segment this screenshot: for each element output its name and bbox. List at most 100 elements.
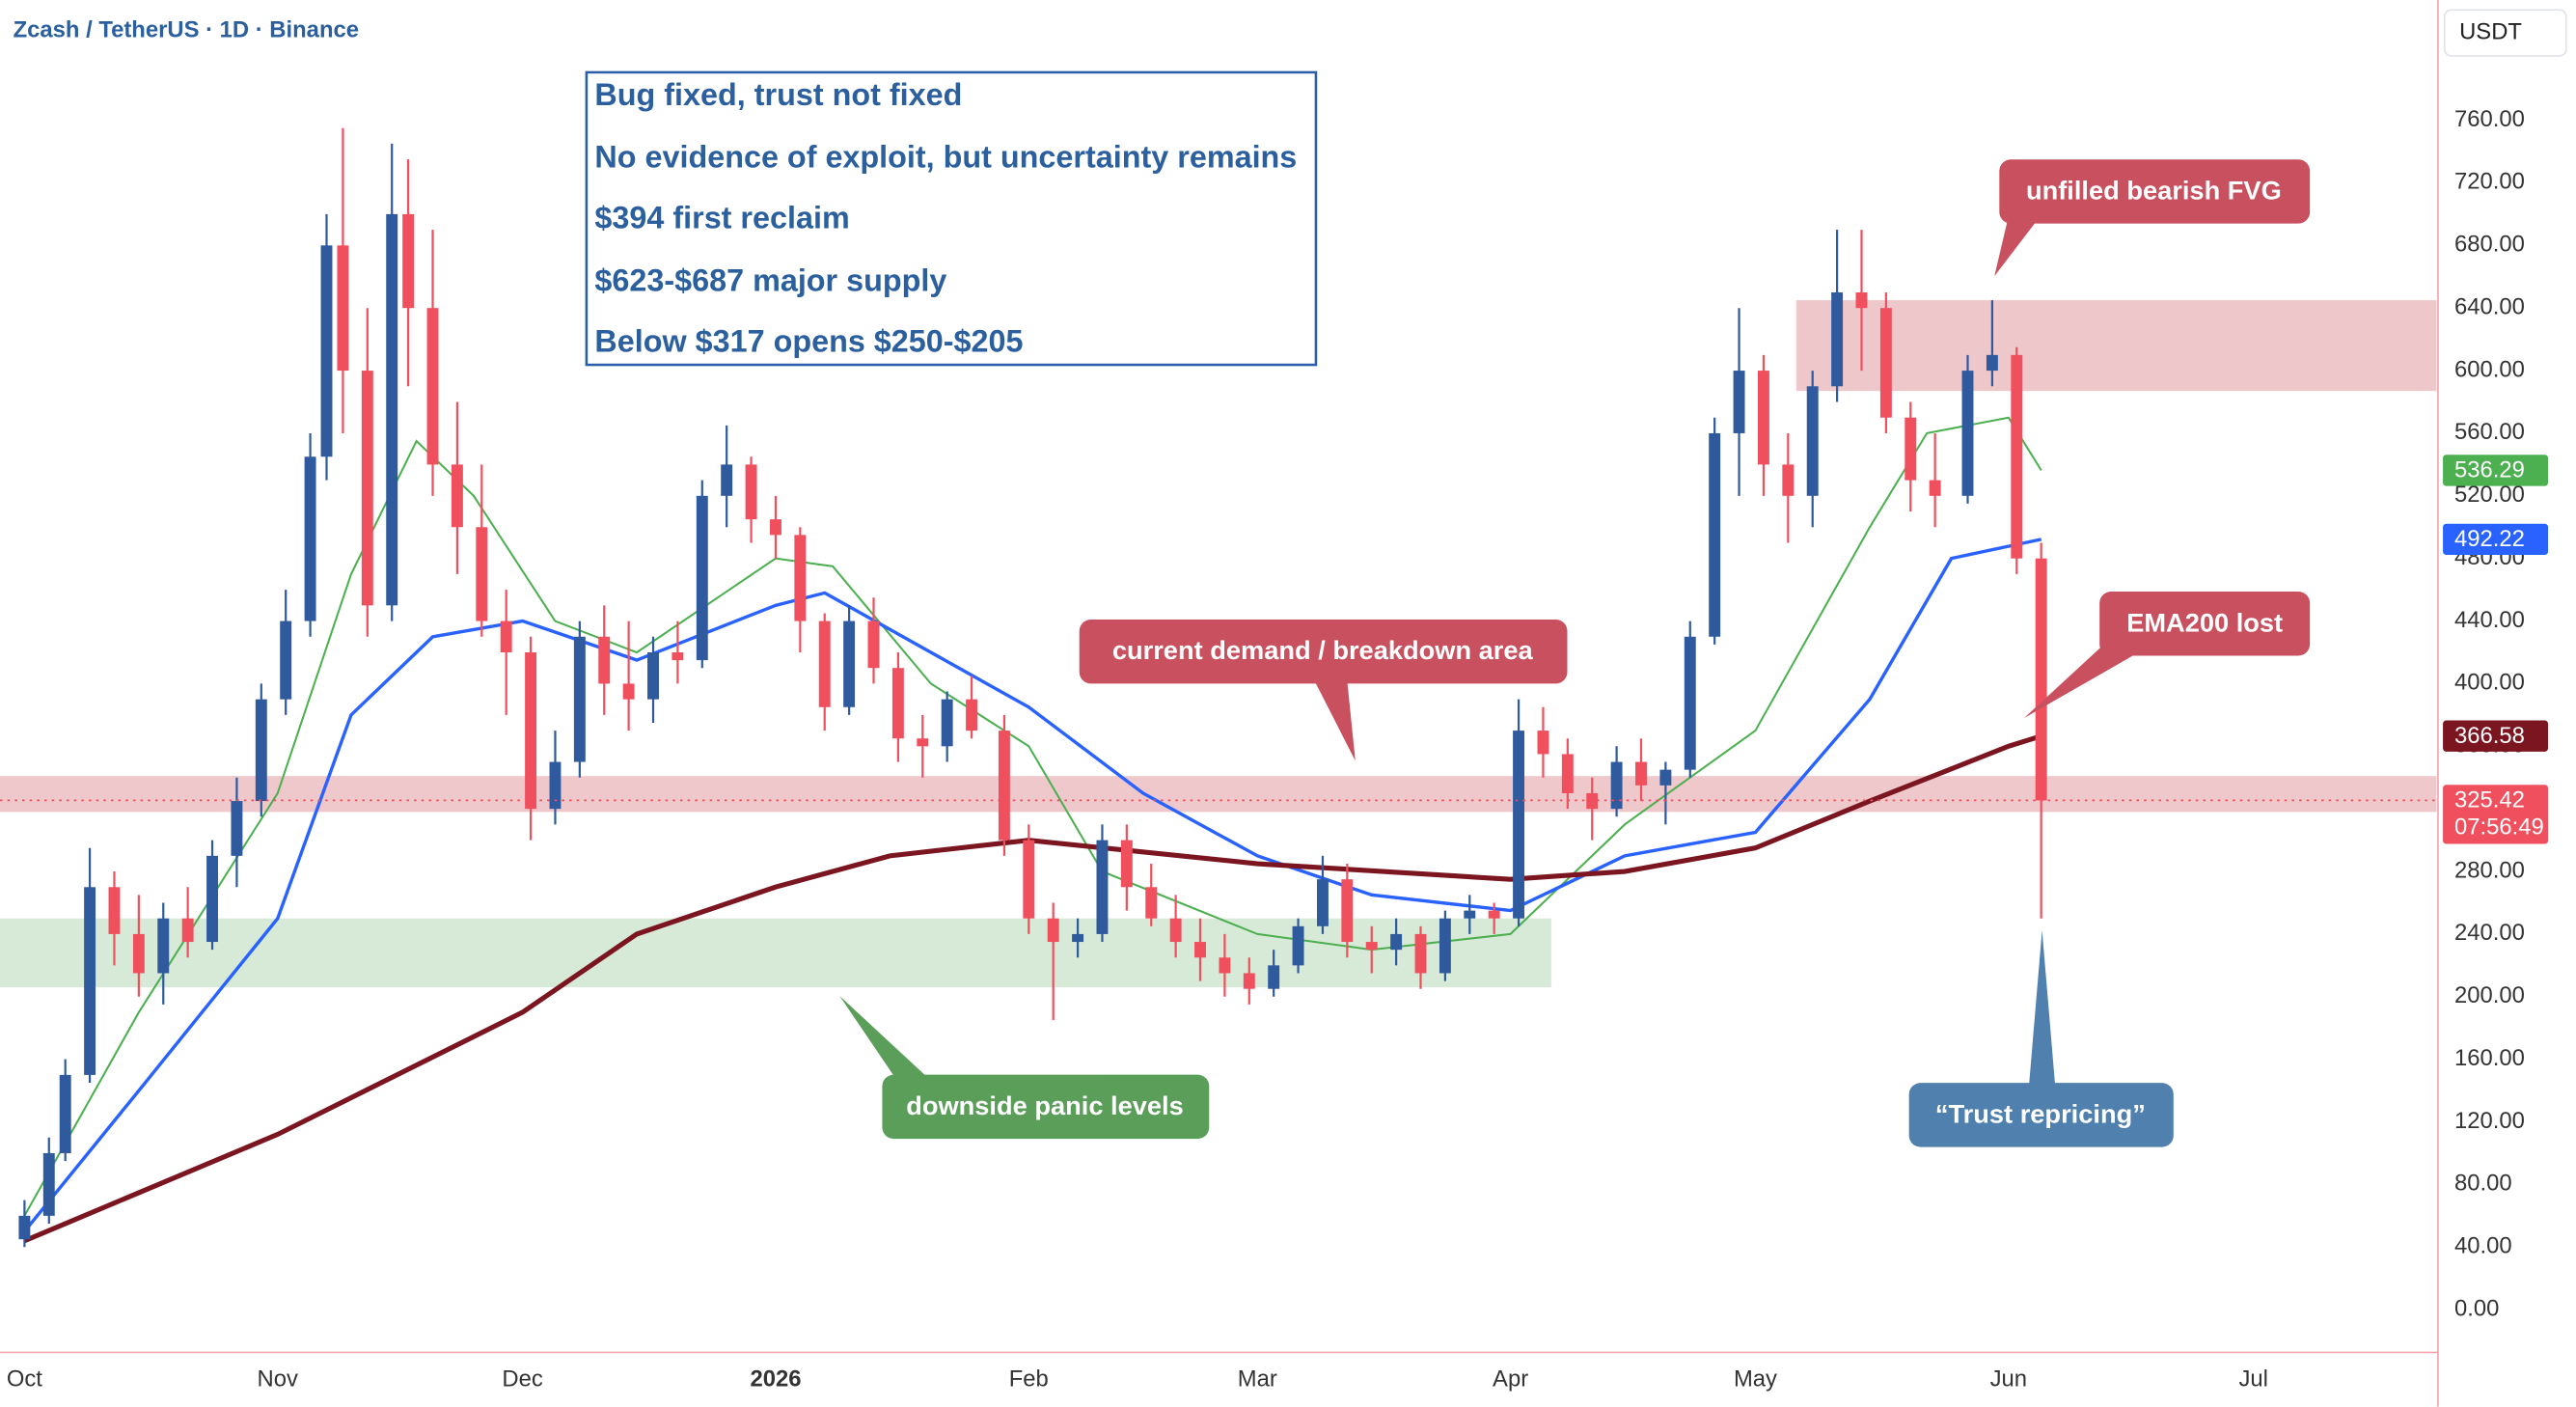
candle-body [18, 1215, 31, 1240]
candle-body [42, 1152, 55, 1216]
candle-body [966, 699, 978, 731]
candle-body [1635, 761, 1647, 786]
candle-body [59, 1074, 71, 1153]
callout-text: “Trust repricing” [1935, 1098, 2146, 1128]
callout: current demand / breakdown area [1079, 619, 1568, 761]
note: Bug fixed, trust not fixed [594, 77, 962, 112]
candle-body [721, 464, 733, 496]
notes-box: Bug fixed, trust not fixed No evidence o… [585, 70, 1318, 367]
y-tick-label: 200.00 [2454, 982, 2525, 1008]
candle-body [1439, 918, 1451, 974]
candle-body [2035, 558, 2047, 801]
candle-body [1684, 636, 1696, 770]
candle-body [1120, 840, 1133, 888]
y-tick-label: 160.00 [2454, 1045, 2525, 1071]
price-zone [1795, 300, 2437, 392]
price-zone [0, 776, 2437, 813]
candle-body [280, 621, 292, 700]
x-tick-label: May [1734, 1366, 1777, 1393]
candle-body [1047, 918, 1059, 943]
note: Below $317 opens $250-$205 [594, 323, 1023, 358]
candle-body [1194, 942, 1206, 958]
price-tag [2443, 720, 2549, 752]
y-tick-label: 520.00 [2454, 482, 2525, 508]
candle-body [1390, 933, 1403, 951]
candle-body [1986, 354, 1998, 372]
candle-body [1929, 480, 1941, 496]
candle-body [386, 213, 398, 606]
price-tag [2443, 785, 2549, 844]
callout-pointer [1314, 679, 1356, 761]
y-tick-label: 40.00 [2454, 1233, 2512, 1259]
callout-text: downside panic levels [906, 1090, 1184, 1120]
y-tick-label: 720.00 [2454, 169, 2525, 195]
candle-body [1169, 918, 1182, 943]
y-tick-label: 400.00 [2454, 670, 2525, 696]
candle-body [1292, 925, 1304, 966]
candle-body [1905, 417, 1917, 481]
candle-body [132, 933, 145, 974]
candle-body [1316, 879, 1329, 926]
y-tick-label: 680.00 [2454, 232, 2525, 258]
candle-body [1464, 910, 1476, 919]
x-tick-label: Feb [1009, 1366, 1049, 1393]
moving-averages [23, 416, 2042, 1244]
candle-body [941, 699, 953, 747]
candle-body [794, 535, 807, 621]
y-tick-label: 440.00 [2454, 607, 2525, 633]
candle-body [402, 213, 415, 309]
x-tick-label: 2026 [750, 1366, 801, 1393]
candle-body [1782, 464, 1795, 496]
moving-average-line [23, 733, 2042, 1244]
candle-body [1488, 910, 1500, 919]
candle-body [1757, 371, 1769, 465]
moving-average-line [23, 416, 2042, 1217]
candle-body [1709, 432, 1721, 637]
candle-body [1659, 769, 1672, 786]
candle-body [361, 371, 373, 606]
candle-body [1806, 386, 1819, 496]
candle-body [181, 918, 194, 943]
candle-body [891, 668, 904, 739]
callout-box [1079, 619, 1568, 684]
candle-body [304, 456, 316, 621]
candle-body [549, 761, 562, 810]
candle-body [696, 495, 708, 661]
callout-pointer [2023, 641, 2136, 719]
candle-body [451, 464, 463, 528]
candle-body [1145, 887, 1158, 919]
chart-title: Zcash / TetherUS · 1D · Binance [14, 17, 359, 43]
candle-body [1537, 731, 1549, 755]
callout-box [1999, 159, 2311, 224]
callout-text: current demand / breakdown area [1112, 635, 1534, 665]
x-tick-label: Mar [1238, 1366, 1277, 1393]
callout-text: EMA200 lost [2126, 607, 2283, 637]
callout: downside panic levels [839, 995, 1210, 1140]
price-tag-label: 366.58 [2454, 723, 2525, 749]
note: $623-$687 major supply [594, 262, 946, 297]
candle-body [998, 731, 1010, 841]
candle-body [157, 918, 170, 974]
countdown: 07:56:49 [2454, 814, 2544, 841]
candle-body [320, 245, 333, 457]
candle-body [476, 527, 488, 621]
price-tag [2443, 455, 2549, 486]
x-tick-label: Apr [1493, 1366, 1528, 1393]
candle-body [426, 308, 439, 465]
candle-body [1243, 973, 1255, 989]
callout-pointer [839, 995, 929, 1079]
x-tick-label: Jul [2238, 1366, 2267, 1393]
moving-average-line [23, 538, 2042, 1233]
callout-pointer [2028, 929, 2056, 1087]
currency-box[interactable] [2443, 9, 2567, 57]
candle-body [647, 652, 659, 700]
x-tick-label: Oct [7, 1366, 42, 1393]
candle-body [917, 738, 929, 747]
candle-body [1879, 308, 1892, 418]
candle-body [1072, 933, 1084, 943]
candle-body [1414, 933, 1427, 974]
candle-body [1733, 371, 1745, 433]
candles [0, 127, 2437, 1248]
